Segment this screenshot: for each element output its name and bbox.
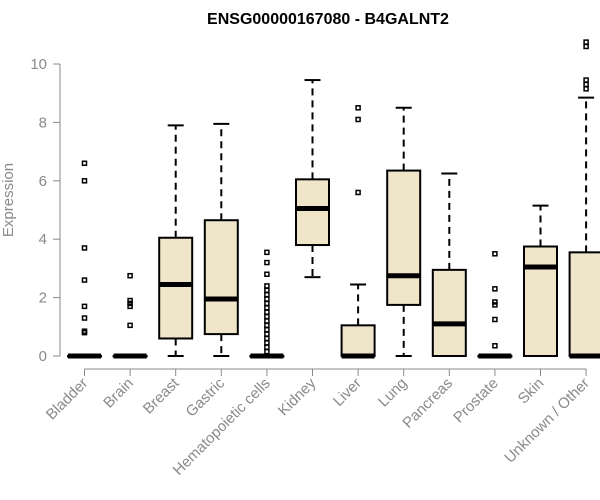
x-tick-label: Unknown / Other — [501, 375, 593, 467]
outlier-point — [264, 300, 270, 307]
x-tick-label: Kidney — [275, 374, 320, 419]
box-hematopoietic-cells — [249, 249, 285, 359]
outlier-point — [264, 313, 270, 320]
box-gastric — [203, 122, 239, 357]
box-iqr — [386, 169, 422, 306]
y-tick-label: 6 — [39, 173, 47, 190]
outlier-point — [264, 340, 270, 346]
outlier-point — [583, 43, 589, 50]
outlier-point — [264, 344, 270, 350]
y-axis: 0 2 4 6 8 10 — [30, 56, 61, 365]
outlier-point — [127, 322, 133, 329]
box-iqr — [523, 245, 558, 357]
outlier-point — [127, 303, 133, 310]
chart-title: ENSG00000167080 - B4GALNT2 — [207, 11, 449, 28]
outlier-point — [81, 315, 88, 321]
outlier-point — [264, 331, 270, 337]
outlier-point — [81, 303, 88, 310]
outlier-point — [264, 348, 270, 355]
outlier-point — [492, 251, 498, 257]
outlier-point — [264, 335, 270, 342]
box-kidney — [295, 79, 330, 279]
outlier-point — [127, 272, 133, 279]
outlier-point — [264, 287, 270, 294]
y-tick-label: 2 — [39, 290, 47, 307]
box-bladder — [67, 160, 102, 359]
box-prostate — [477, 251, 513, 359]
outlier-point — [127, 297, 133, 304]
outlier-point — [81, 178, 88, 184]
box-iqr — [295, 178, 330, 247]
outlier-point — [264, 271, 270, 277]
x-tick-label: Prostate — [450, 375, 502, 427]
box-brain — [112, 272, 148, 359]
plot-area — [67, 39, 600, 359]
y-tick-label: 0 — [39, 348, 47, 365]
y-axis-label: Expression — [0, 163, 17, 237]
outlier-point — [583, 39, 589, 45]
outlier-point — [264, 309, 270, 315]
outlier-point — [81, 328, 88, 334]
box-iqr — [431, 268, 467, 357]
outlier-point — [81, 160, 88, 167]
box-skin — [523, 204, 558, 357]
outlier-point — [264, 318, 270, 324]
outlier-point — [81, 277, 88, 283]
box-iqr — [568, 251, 600, 357]
outlier-point — [492, 343, 498, 349]
x-tick-label: Bladder — [43, 375, 92, 424]
outlier-point — [81, 245, 88, 251]
outlier-point — [264, 259, 270, 266]
box-breast — [158, 124, 194, 357]
x-tick-label: Lung — [375, 375, 411, 411]
y-tick-label: 4 — [39, 231, 47, 248]
box-pancreas — [431, 172, 467, 357]
x-tick-label: Liver — [330, 375, 365, 410]
x-tick-label: Pancreas — [399, 375, 456, 432]
box-liver — [340, 105, 376, 359]
box-iqr — [158, 236, 194, 340]
outlier-point — [264, 283, 270, 289]
outlier-point — [492, 286, 498, 292]
x-tick-label: Skin — [515, 375, 548, 408]
outlier-point — [492, 302, 498, 308]
outlier-point — [583, 77, 589, 83]
outlier-point — [264, 326, 270, 333]
y-tick-label: 10 — [30, 56, 47, 73]
outlier-point — [583, 86, 589, 92]
x-tick-label: Breast — [140, 374, 183, 417]
y-tick-label: 8 — [39, 114, 47, 131]
box-iqr — [340, 324, 376, 357]
outlier-point — [264, 249, 270, 256]
box-unknown-other — [568, 39, 600, 359]
box-iqr — [203, 219, 239, 336]
box-lung — [386, 106, 422, 357]
x-tick-label: Gastric — [183, 374, 229, 420]
outlier-point — [264, 305, 270, 311]
outlier-point — [264, 296, 270, 302]
outlier-point — [355, 116, 361, 123]
outlier-point — [492, 299, 498, 305]
outlier-point — [355, 105, 361, 111]
outlier-point — [264, 291, 270, 298]
outlier-point — [127, 300, 133, 307]
outlier-point — [355, 189, 361, 196]
outlier-point — [264, 322, 270, 329]
outlier-point — [492, 316, 498, 323]
x-tick-label: Brain — [100, 375, 137, 412]
outlier-point — [583, 81, 589, 88]
